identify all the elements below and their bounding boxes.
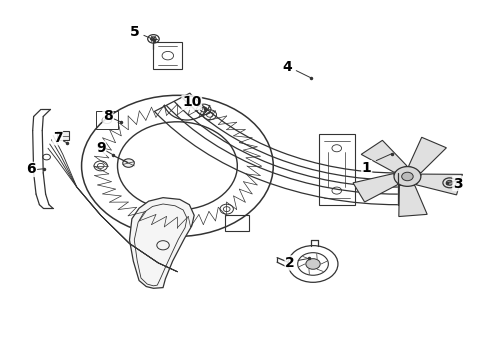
Text: 3: 3: [452, 176, 462, 190]
Circle shape: [305, 259, 320, 269]
Text: 1: 1: [361, 161, 371, 175]
Circle shape: [150, 37, 156, 41]
Polygon shape: [398, 185, 427, 217]
Text: 2: 2: [285, 256, 294, 270]
Polygon shape: [361, 140, 406, 172]
Polygon shape: [129, 198, 194, 288]
Text: 4: 4: [282, 60, 292, 74]
Text: 9: 9: [96, 141, 105, 155]
Polygon shape: [415, 174, 462, 195]
Circle shape: [393, 167, 420, 186]
Polygon shape: [57, 131, 68, 140]
Text: 7: 7: [53, 131, 62, 145]
Text: 6: 6: [26, 162, 36, 176]
Text: 5: 5: [129, 25, 139, 39]
Circle shape: [401, 172, 412, 181]
Circle shape: [446, 180, 452, 185]
Text: 10: 10: [182, 95, 201, 109]
Polygon shape: [408, 137, 446, 173]
Circle shape: [122, 159, 134, 167]
Text: 8: 8: [103, 109, 113, 123]
Polygon shape: [352, 174, 397, 202]
